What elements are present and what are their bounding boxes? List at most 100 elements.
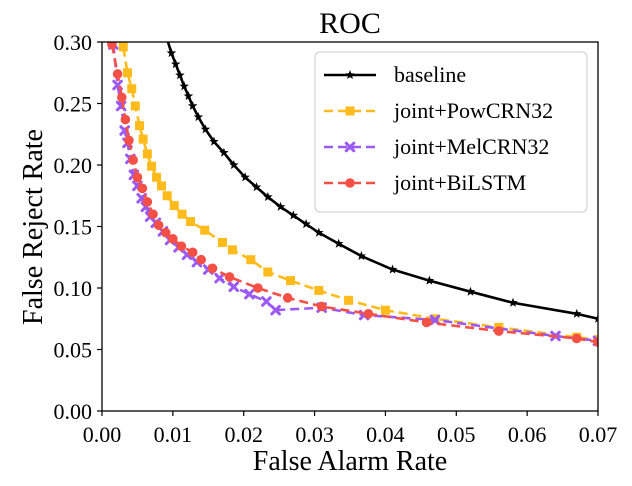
data-point xyxy=(571,333,582,344)
data-point xyxy=(187,100,198,111)
data-point xyxy=(200,225,210,235)
x-tick-label: 0.02 xyxy=(224,422,263,447)
x-tick-label: 0.00 xyxy=(83,422,122,447)
legend-item: joint+BiLSTM xyxy=(324,170,526,195)
data-point xyxy=(193,112,204,122)
data-point xyxy=(217,237,227,247)
data-point xyxy=(152,172,162,182)
x-tick-label: 0.04 xyxy=(366,422,405,447)
data-point xyxy=(107,42,117,50)
data-point xyxy=(508,297,518,307)
data-point xyxy=(169,201,179,211)
data-point xyxy=(176,241,187,251)
data-point xyxy=(240,172,250,182)
data-point xyxy=(363,309,374,319)
series-joint-bilstm xyxy=(107,42,598,347)
data-point xyxy=(593,337,598,347)
data-point xyxy=(147,161,157,171)
data-point xyxy=(465,286,476,296)
data-point xyxy=(333,238,344,248)
legend-item: baseline xyxy=(324,62,466,87)
y-tick-label: 0.00 xyxy=(54,399,93,424)
data-point xyxy=(344,295,354,305)
x-axis: 0.00 0.01 0.02 0.03 0.04 0.05 0.06 0.07 xyxy=(83,411,618,447)
data-point xyxy=(162,191,172,201)
data-point xyxy=(380,305,390,315)
data-point xyxy=(224,272,235,282)
x-tick-label: 0.01 xyxy=(154,422,193,447)
data-point xyxy=(282,293,293,303)
data-point xyxy=(200,124,211,134)
data-point xyxy=(166,48,177,58)
data-point xyxy=(138,134,148,144)
data-point xyxy=(124,135,134,146)
data-point xyxy=(275,201,286,211)
x-tick-label: 0.06 xyxy=(508,422,547,447)
data-point xyxy=(219,147,229,157)
data-point xyxy=(301,219,311,229)
y-tick-label: 0.30 xyxy=(54,30,93,55)
data-point xyxy=(316,301,327,312)
data-point xyxy=(123,68,133,78)
data-point xyxy=(207,263,218,274)
data-point xyxy=(263,267,273,277)
data-point xyxy=(314,227,324,237)
series-baseline xyxy=(157,19,598,323)
data-point xyxy=(288,210,299,220)
data-point xyxy=(253,283,263,293)
data-point xyxy=(177,209,187,219)
data-point xyxy=(228,281,240,293)
data-point xyxy=(251,182,262,192)
y-tick-label: 0.10 xyxy=(54,276,93,301)
y-tick-label: 0.15 xyxy=(54,215,93,240)
data-point xyxy=(187,247,198,258)
data-point xyxy=(168,234,178,244)
y-tick-label: 0.25 xyxy=(54,92,93,117)
data-point xyxy=(186,217,196,227)
x-tick-label: 0.03 xyxy=(295,422,334,447)
legend-item: joint+PowCRN32 xyxy=(324,98,553,123)
legend: baseline joint+PowCRN32 joint+MelCRN32 join… xyxy=(314,51,588,213)
data-point xyxy=(387,264,398,274)
data-point xyxy=(118,42,128,52)
y-axis: 0.00 0.05 0.10 0.15 0.20 0.25 0.30 xyxy=(54,30,102,424)
x-axis-label: False Alarm Rate xyxy=(253,446,447,477)
data-point xyxy=(209,136,219,146)
data-point xyxy=(183,91,194,101)
data-point xyxy=(127,84,137,94)
data-point xyxy=(128,155,138,165)
data-point xyxy=(244,288,255,300)
legend-marker xyxy=(345,178,355,188)
data-point xyxy=(120,114,131,125)
data-point xyxy=(593,313,598,323)
x-tick-label: 0.07 xyxy=(579,422,618,447)
data-point xyxy=(153,220,164,231)
legend-box xyxy=(314,51,588,213)
data-point xyxy=(214,272,225,284)
data-point xyxy=(229,160,239,170)
y-axis-label: False Reject Rate xyxy=(18,129,49,325)
data-point xyxy=(135,121,145,131)
data-point xyxy=(117,92,127,103)
data-point xyxy=(314,285,324,295)
data-point xyxy=(179,81,189,91)
data-point xyxy=(261,296,272,307)
data-point xyxy=(285,276,295,286)
data-point xyxy=(270,304,281,316)
legend-marker xyxy=(345,106,355,116)
data-point xyxy=(112,69,123,79)
data-point xyxy=(160,227,171,238)
data-point xyxy=(112,31,121,40)
data-point xyxy=(148,209,158,219)
data-point xyxy=(246,255,256,265)
data-point xyxy=(170,59,181,69)
legend-items: baseline joint+PowCRN32 joint+MelCRN32 join… xyxy=(324,62,553,195)
data-point xyxy=(157,19,167,28)
legend-label: baseline xyxy=(394,62,466,87)
data-point xyxy=(227,245,237,255)
legend-marker xyxy=(344,141,356,153)
data-point xyxy=(137,183,148,194)
x-tick-label: 0.05 xyxy=(437,422,476,447)
data-point xyxy=(421,317,432,328)
data-point xyxy=(142,149,152,159)
